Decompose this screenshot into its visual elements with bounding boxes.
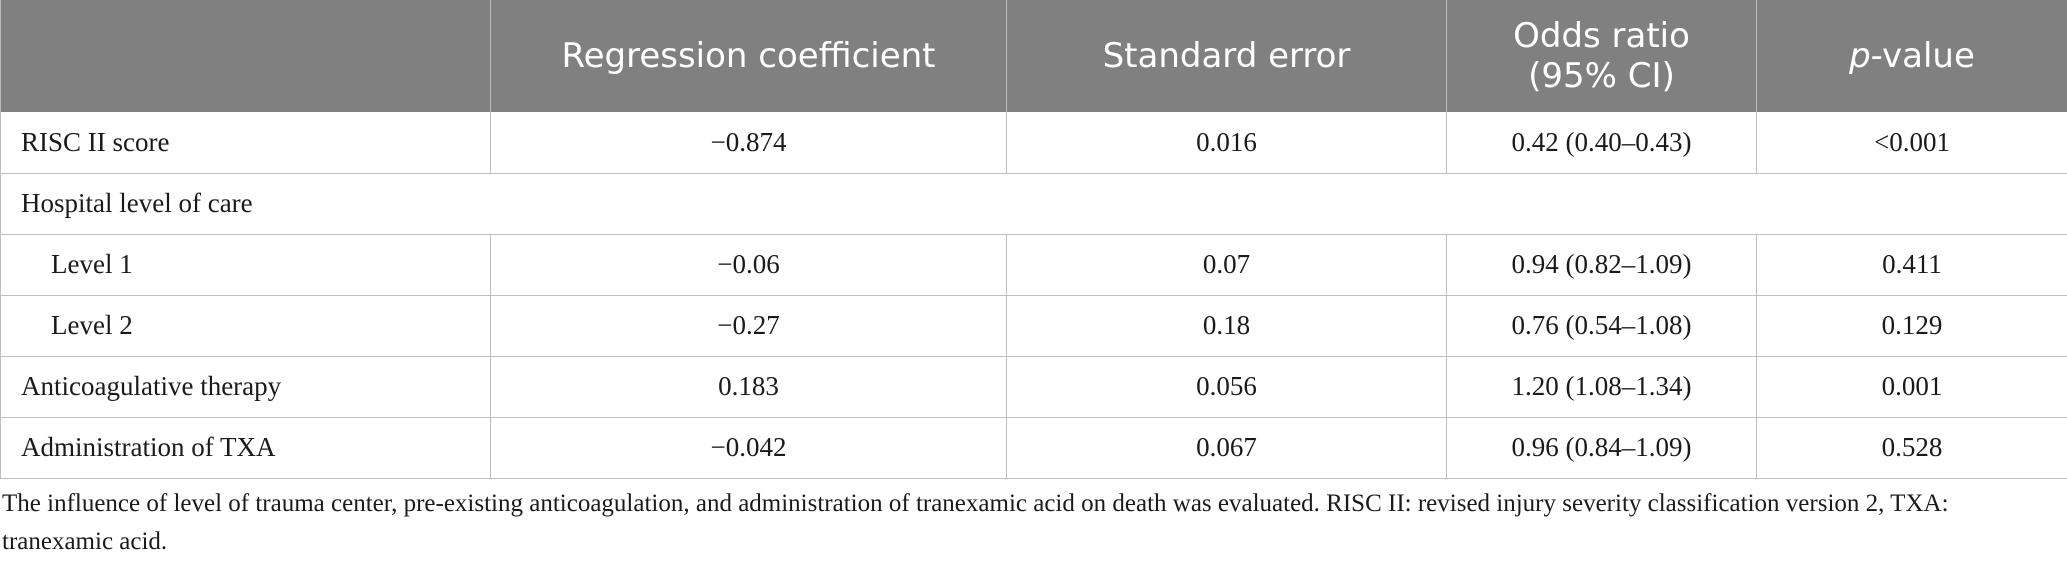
row-label: Level 1 bbox=[0, 234, 491, 296]
table-row-group: Hospital level of care bbox=[0, 173, 2067, 235]
row-label: Anticoagulative therapy bbox=[0, 356, 491, 418]
header-odds-ratio: Odds ratio (95% CI) bbox=[1446, 0, 1757, 112]
cell-odds-ratio: 0.76 (0.54–1.08) bbox=[1446, 295, 1757, 357]
cell-odds-ratio: 0.96 (0.84–1.09) bbox=[1446, 417, 1757, 479]
cell-odds-ratio: 0.94 (0.82–1.09) bbox=[1446, 234, 1757, 296]
table-footnote: The influence of level of trauma center,… bbox=[2, 489, 1949, 555]
table-row: RISC II score −0.874 0.016 0.42 (0.40–0.… bbox=[0, 112, 2067, 174]
cell-coefficient: −0.27 bbox=[490, 295, 1007, 357]
header-standard-error: Standard error bbox=[1006, 0, 1447, 112]
table-row: Administration of TXA −0.042 0.067 0.96 … bbox=[0, 417, 2067, 479]
cell-standard-error: 0.056 bbox=[1006, 356, 1447, 418]
row-label: Level 2 bbox=[0, 295, 491, 357]
regression-table: Regression coefficient Standard error Od… bbox=[0, 0, 2067, 479]
table-row: Level 2 −0.27 0.18 0.76 (0.54–1.08) 0.12… bbox=[0, 295, 2067, 357]
header-odds-ratio-line2: (95% CI) bbox=[1528, 56, 1675, 96]
header-odds-ratio-line1: Odds ratio bbox=[1513, 16, 1690, 56]
header-row: Regression coefficient Standard error Od… bbox=[0, 0, 2067, 112]
row-group-label: Hospital level of care bbox=[0, 173, 2067, 235]
cell-standard-error: 0.07 bbox=[1006, 234, 1447, 296]
cell-standard-error: 0.016 bbox=[1006, 112, 1447, 174]
header-empty bbox=[0, 0, 491, 112]
row-label: RISC II score bbox=[0, 112, 491, 174]
cell-odds-ratio: 1.20 (1.08–1.34) bbox=[1446, 356, 1757, 418]
cell-p-value: 0.411 bbox=[1756, 234, 2067, 296]
table-container: Regression coefficient Standard error Od… bbox=[0, 0, 2067, 555]
cell-coefficient: 0.183 bbox=[490, 356, 1007, 418]
header-p-italic: p bbox=[1849, 36, 1871, 76]
cell-coefficient: −0.06 bbox=[490, 234, 1007, 296]
cell-p-value: 0.129 bbox=[1756, 295, 2067, 357]
cell-p-value: 0.528 bbox=[1756, 417, 2067, 479]
row-label: Administration of TXA bbox=[0, 417, 491, 479]
table-row: Anticoagulative therapy 0.183 0.056 1.20… bbox=[0, 356, 2067, 418]
cell-p-value: <0.001 bbox=[1756, 112, 2067, 174]
cell-coefficient: −0.042 bbox=[490, 417, 1007, 479]
cell-standard-error: 0.067 bbox=[1006, 417, 1447, 479]
cell-coefficient: −0.874 bbox=[490, 112, 1007, 174]
header-p-value: p-value bbox=[1756, 0, 2067, 112]
header-regression-coefficient: Regression coefficient bbox=[490, 0, 1007, 112]
header-p-suffix: -value bbox=[1870, 36, 1975, 76]
cell-standard-error: 0.18 bbox=[1006, 295, 1447, 357]
table-row: Level 1 −0.06 0.07 0.94 (0.82–1.09) 0.41… bbox=[0, 234, 2067, 296]
cell-odds-ratio: 0.42 (0.40–0.43) bbox=[1446, 112, 1757, 174]
cell-p-value: 0.001 bbox=[1756, 356, 2067, 418]
